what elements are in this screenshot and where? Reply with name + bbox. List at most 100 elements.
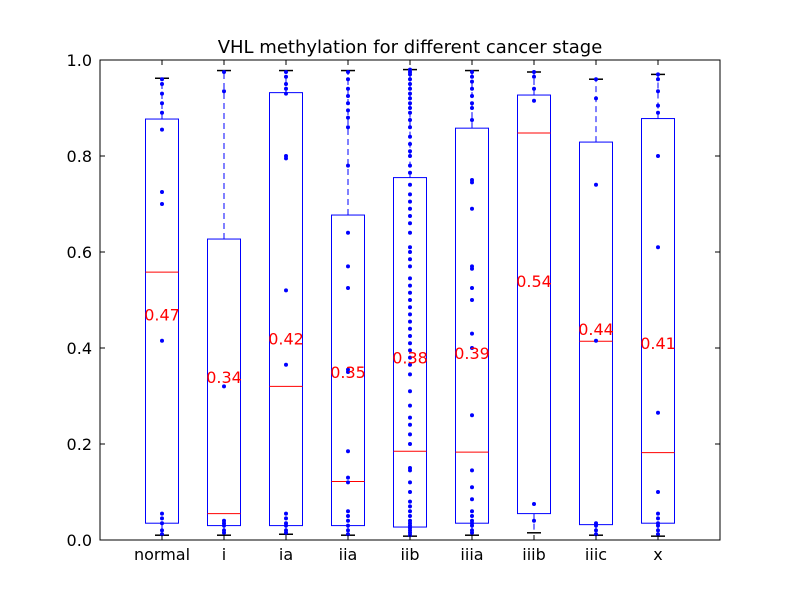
- data-point: [160, 338, 164, 343]
- data-point: [408, 149, 412, 154]
- data-point: [408, 490, 412, 494]
- data-point: [656, 410, 660, 415]
- data-point: [284, 523, 288, 528]
- data-point: [160, 190, 164, 194]
- data-point: [470, 70, 474, 74]
- box-rect: [455, 127, 489, 524]
- data-point: [470, 94, 474, 98]
- data-point: [346, 108, 350, 113]
- data-point: [408, 341, 412, 346]
- data-point: [284, 74, 288, 79]
- data-point: [656, 516, 660, 521]
- box-ia: 0.42: [268, 69, 304, 535]
- data-point: [470, 101, 474, 106]
- data-point: [594, 338, 598, 343]
- data-point: [408, 334, 412, 338]
- mean-label: 0.44: [578, 320, 614, 339]
- data-point: [346, 86, 350, 91]
- data-point: [346, 115, 350, 120]
- data-point: [284, 362, 288, 367]
- data-point: [346, 77, 350, 82]
- boxes-layer: 0.47 0.34 0.42 0.35 0.38 0.39 0.54 0.44 0.41: [144, 67, 676, 538]
- box-iia: 0.35: [330, 69, 366, 537]
- data-point: [346, 286, 350, 290]
- data-point: [532, 86, 536, 91]
- data-point: [594, 523, 598, 528]
- data-point: [408, 389, 412, 394]
- data-point: [160, 516, 164, 521]
- data-point: [408, 312, 412, 317]
- box-iiib: 0.54: [516, 70, 552, 534]
- data-point: [160, 202, 164, 206]
- data-point: [160, 127, 164, 132]
- data-point: [346, 230, 350, 235]
- data-point: [594, 96, 598, 101]
- data-point: [408, 182, 412, 187]
- data-point: [160, 77, 164, 82]
- data-point: [284, 511, 288, 516]
- data-point: [346, 509, 350, 514]
- data-point: [470, 331, 474, 336]
- data-point: [408, 290, 412, 295]
- data-point: [346, 475, 350, 480]
- data-point: [470, 530, 474, 535]
- data-point: [470, 180, 474, 185]
- data-point: [346, 514, 350, 518]
- data-point: [408, 257, 412, 262]
- data-point: [222, 523, 226, 528]
- mean-label: 0.42: [268, 329, 304, 348]
- data-point: [160, 110, 164, 115]
- x-tick-label: x: [653, 545, 662, 564]
- box-x: 0.41: [640, 72, 676, 537]
- data-point: [408, 504, 412, 509]
- y-tick-label: 1.0: [67, 51, 92, 70]
- data-point: [346, 101, 350, 106]
- data-point: [408, 77, 412, 82]
- data-point: [222, 70, 226, 74]
- data-point: [408, 118, 412, 122]
- data-point: [656, 77, 660, 82]
- data-point: [470, 86, 474, 91]
- y-tick-label: 0.6: [67, 243, 92, 262]
- data-point: [408, 415, 412, 420]
- data-point: [470, 514, 474, 518]
- data-point: [408, 221, 412, 226]
- data-point: [656, 154, 660, 158]
- box-i: 0.34: [206, 69, 242, 536]
- mean-label: 0.47: [144, 305, 180, 324]
- data-point: [346, 163, 350, 168]
- data-point: [656, 532, 660, 537]
- data-point: [408, 163, 412, 168]
- mean-label: 0.38: [392, 349, 428, 368]
- data-point: [532, 518, 536, 523]
- data-point: [346, 125, 350, 130]
- data-point: [408, 499, 412, 504]
- data-point: [656, 72, 660, 77]
- data-point: [656, 523, 660, 528]
- data-point: [408, 403, 412, 408]
- data-point: [408, 142, 412, 146]
- data-point: [408, 362, 412, 367]
- data-point: [408, 134, 412, 139]
- data-point: [222, 89, 226, 94]
- data-point: [532, 70, 536, 74]
- data-point: [408, 125, 412, 130]
- mean-label: 0.54: [516, 272, 552, 291]
- data-point: [346, 264, 350, 269]
- data-point: [284, 82, 288, 86]
- y-tick-label: 0.4: [67, 339, 92, 358]
- box-iiic: 0.44: [578, 77, 614, 537]
- data-point: [656, 103, 660, 108]
- data-point: [408, 245, 412, 250]
- data-point: [594, 532, 598, 537]
- data-point: [408, 264, 412, 269]
- data-point: [408, 283, 412, 288]
- data-point: [346, 70, 350, 74]
- data-point: [470, 413, 474, 418]
- data-point: [408, 214, 412, 218]
- data-point: [470, 468, 474, 473]
- data-point: [408, 276, 412, 281]
- data-point: [470, 266, 474, 271]
- data-point: [656, 245, 660, 250]
- data-point: [656, 110, 660, 115]
